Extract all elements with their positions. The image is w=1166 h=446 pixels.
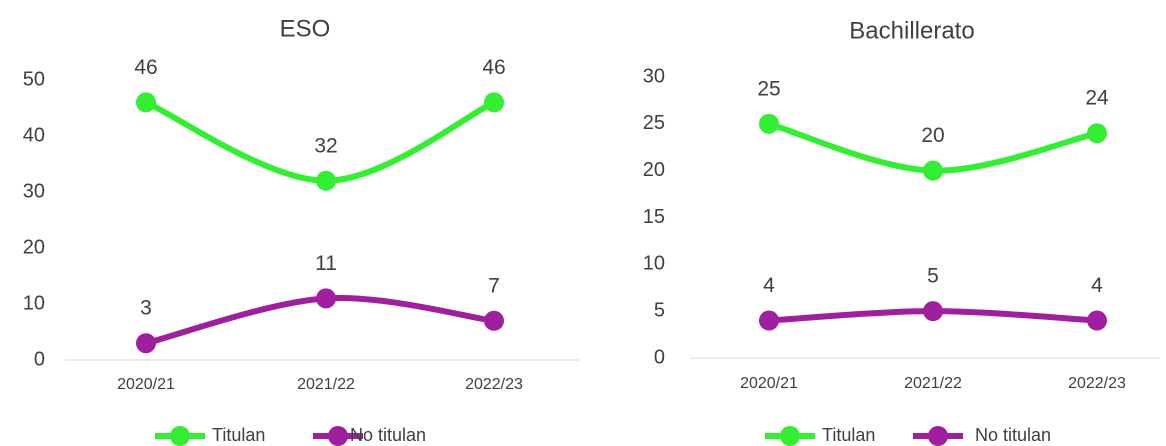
y-tick-label: 0 (654, 346, 665, 368)
y-tick-label: 0 (34, 348, 45, 370)
data-label: 3 (140, 297, 152, 320)
data-point (136, 333, 156, 354)
x-tick-label: 2021/22 (297, 376, 355, 393)
data-label: 5 (927, 265, 939, 288)
data-point (923, 301, 943, 322)
data-label: 20 (921, 124, 944, 147)
data-label: 4 (1091, 274, 1103, 297)
x-tick-label: 2022/23 (465, 376, 523, 393)
data-point (759, 113, 779, 134)
data-point (1087, 310, 1107, 331)
y-tick-label: 10 (643, 253, 665, 275)
y-tick-label: 20 (643, 159, 665, 181)
y-tick-label: 10 (23, 292, 45, 314)
data-point (1087, 123, 1107, 144)
y-tick-label: 30 (23, 180, 45, 202)
y-tick-label: 50 (23, 68, 45, 90)
y-tick-label: 15 (643, 206, 665, 228)
x-tick-label: 2021/22 (904, 375, 962, 392)
data-label: 4 (763, 274, 775, 297)
data-point (759, 310, 779, 331)
data-label: 24 (1085, 87, 1109, 110)
data-point (316, 288, 336, 309)
data-point (484, 310, 504, 331)
x-tick-label: 2020/21 (740, 375, 798, 392)
legend-marker (780, 426, 800, 446)
data-label: 25 (757, 77, 780, 100)
data-label: 46 (482, 56, 505, 79)
chart-title: Bachillerato (849, 17, 974, 44)
data-point (923, 160, 943, 181)
legend-label: Titulan (822, 425, 875, 445)
data-point (484, 92, 504, 113)
legend-marker (328, 426, 348, 446)
y-tick-label: 20 (23, 236, 45, 258)
data-point (316, 170, 336, 191)
legend-marker (928, 426, 948, 446)
legend-label: No titulan (350, 425, 426, 445)
y-tick-label: 30 (643, 65, 665, 87)
y-tick-label: 5 (654, 299, 665, 321)
data-label: 11 (315, 252, 337, 275)
data-label: 32 (314, 134, 337, 157)
y-tick-label: 25 (643, 112, 665, 134)
legend-label: No titulan (975, 425, 1051, 445)
data-label: 46 (134, 56, 157, 79)
legend-label: Titulan (212, 425, 265, 445)
x-tick-label: 2022/23 (1068, 375, 1126, 392)
chart-title: ESO (280, 15, 331, 42)
legend-marker (170, 426, 190, 446)
data-point (136, 92, 156, 113)
x-tick-label: 2020/21 (117, 376, 175, 393)
y-tick-label: 40 (23, 124, 45, 146)
data-label: 7 (488, 274, 500, 297)
